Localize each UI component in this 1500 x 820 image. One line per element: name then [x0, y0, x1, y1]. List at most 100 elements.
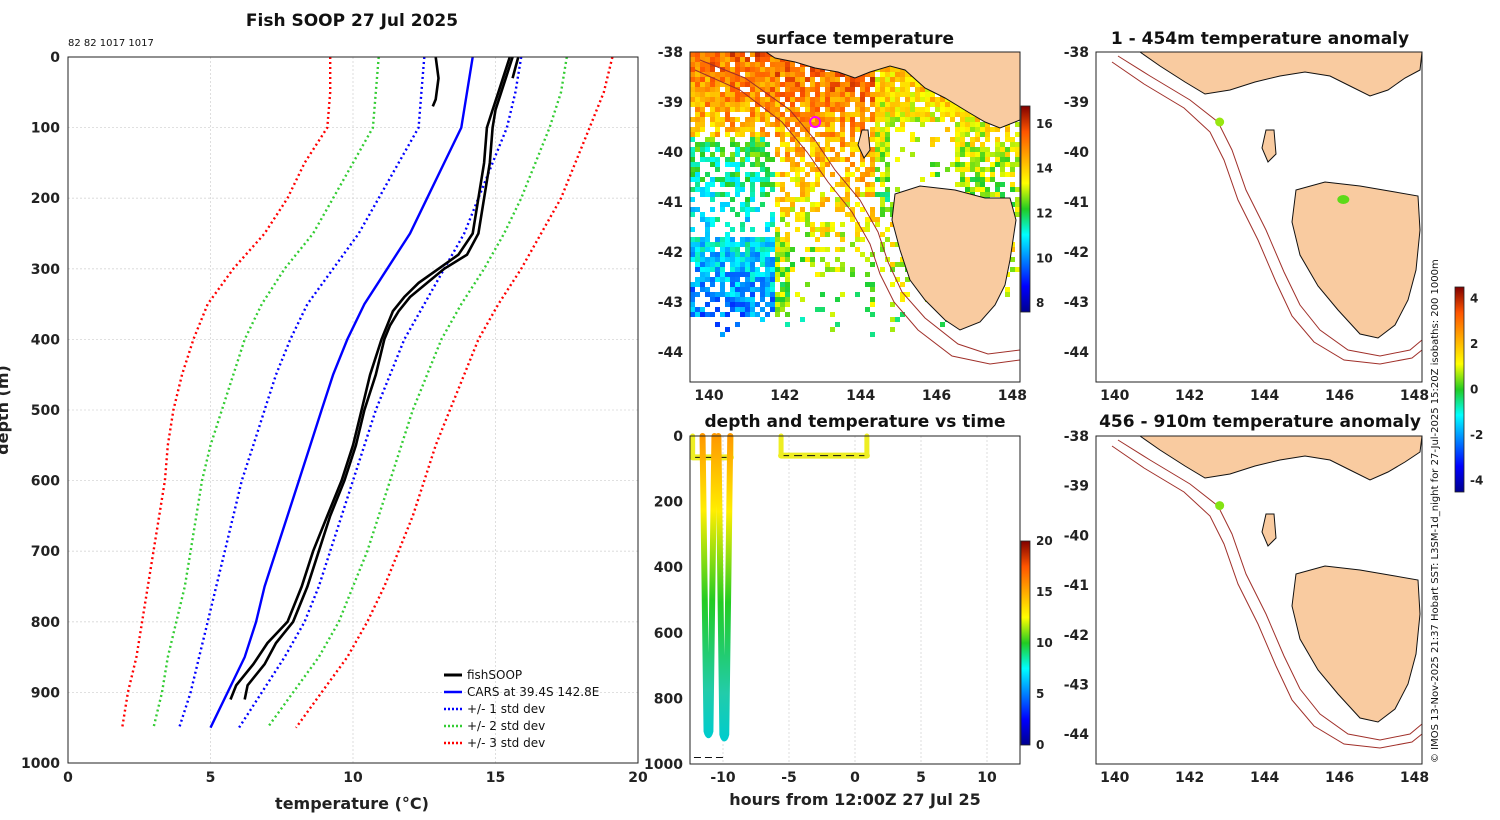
sst-cell — [840, 292, 845, 297]
sst-cell — [765, 142, 770, 147]
sst-cell — [790, 62, 795, 67]
sst-cell — [715, 192, 720, 197]
sst-x-tick-0: 140 — [694, 388, 723, 404]
sst-cell — [705, 227, 710, 232]
sst-cell — [820, 232, 825, 237]
sst-cell — [745, 107, 750, 112]
sst-cell — [850, 142, 855, 147]
sst-cell — [835, 232, 840, 237]
sst-cell — [980, 132, 985, 137]
sst-cell — [790, 67, 795, 72]
sst-cell — [875, 152, 880, 157]
sst-cell — [730, 162, 735, 167]
sst-cell — [780, 142, 785, 147]
sst-cell — [810, 142, 815, 147]
sst-cell — [695, 67, 700, 72]
sst-cell — [895, 127, 900, 132]
sst-cell — [695, 292, 700, 297]
sst-cell — [965, 152, 970, 157]
sst-cell — [775, 267, 780, 272]
sst-cell — [800, 217, 805, 222]
profile-y-tick-0: 0 — [50, 50, 60, 66]
anomaly-upper-title: 1 - 454m temperature anomaly — [1111, 29, 1409, 49]
sst-cell — [735, 147, 740, 152]
sst-cell — [760, 82, 765, 87]
sst-cell — [730, 82, 735, 87]
sst-cell — [1010, 167, 1015, 172]
sst-cell — [715, 62, 720, 67]
sst-king-island — [857, 129, 871, 159]
sst-cell — [780, 82, 785, 87]
sst-cell — [690, 57, 695, 62]
sst-cell — [875, 127, 880, 132]
sst-cell — [795, 82, 800, 87]
sst-cell — [840, 122, 845, 127]
sst-cell — [945, 112, 950, 117]
sst-cell — [700, 72, 705, 77]
sst-map — [690, 52, 1020, 365]
sst-cell — [690, 132, 695, 137]
sst-cell — [900, 112, 905, 117]
sst-cell — [710, 112, 715, 117]
sst-cell — [725, 232, 730, 237]
sst-cell — [845, 102, 850, 107]
sst-cell — [880, 172, 885, 177]
sst-cell — [1005, 152, 1010, 157]
depth-time-colorbar-tick-4: 0 — [1036, 738, 1044, 752]
sst-cell — [700, 267, 705, 272]
sst-cell — [710, 92, 715, 97]
sst-cell — [830, 92, 835, 97]
sst-cell — [755, 57, 760, 62]
sst-cell — [830, 137, 835, 142]
sst-cell — [985, 132, 990, 137]
sst-cell — [820, 92, 825, 97]
sst-cell — [830, 132, 835, 137]
sst-cell — [805, 77, 810, 82]
sst-cell — [700, 97, 705, 102]
sst-panel: surface temperature 140 142 144 146 148 -38-… — [658, 29, 1053, 404]
sst-cell — [750, 302, 755, 307]
sst-cell — [825, 197, 830, 202]
sst-cell — [890, 67, 895, 72]
sst-cell — [1000, 167, 1005, 172]
sst-cell — [775, 312, 780, 317]
sst-cell — [730, 157, 735, 162]
sst-cell — [880, 142, 885, 147]
sst-cell — [820, 82, 825, 87]
sst-cell — [695, 207, 700, 212]
sst-cell — [835, 77, 840, 82]
sst-cell — [870, 82, 875, 87]
depth-time-profile-1 — [715, 433, 734, 742]
sst-cell — [690, 167, 695, 172]
sst-cell — [980, 182, 985, 187]
sst-cell — [780, 287, 785, 292]
sst-cell — [820, 227, 825, 232]
sst-cell — [855, 237, 860, 242]
depth-time-x-label: hours from 12:00Z 27 Jul 25 — [729, 790, 980, 809]
sst-cell — [850, 147, 855, 152]
sst-cell — [690, 52, 695, 57]
sst-cell — [750, 252, 755, 257]
sst-cell — [795, 122, 800, 127]
sst-cell — [970, 127, 975, 132]
sst-cell — [715, 142, 720, 147]
sst-cell — [755, 312, 760, 317]
sst-cell — [775, 112, 780, 117]
sst-cell — [755, 92, 760, 97]
sst-cell — [830, 222, 835, 227]
sst-cell — [715, 97, 720, 102]
sst-cell — [855, 292, 860, 297]
sst-cell — [825, 107, 830, 112]
sst-cell — [870, 132, 875, 137]
profile-fishsoop-cast-1 — [229, 56, 512, 700]
sst-cell — [875, 122, 880, 127]
sst-cell — [895, 92, 900, 97]
sst-cell — [695, 82, 700, 87]
sst-cell — [735, 297, 740, 302]
sst-cell — [740, 272, 745, 277]
sst-cell — [700, 247, 705, 252]
sst-cell — [790, 137, 795, 142]
sst-cell — [725, 272, 730, 277]
sst-cell — [820, 292, 825, 297]
sst-cell — [765, 152, 770, 157]
